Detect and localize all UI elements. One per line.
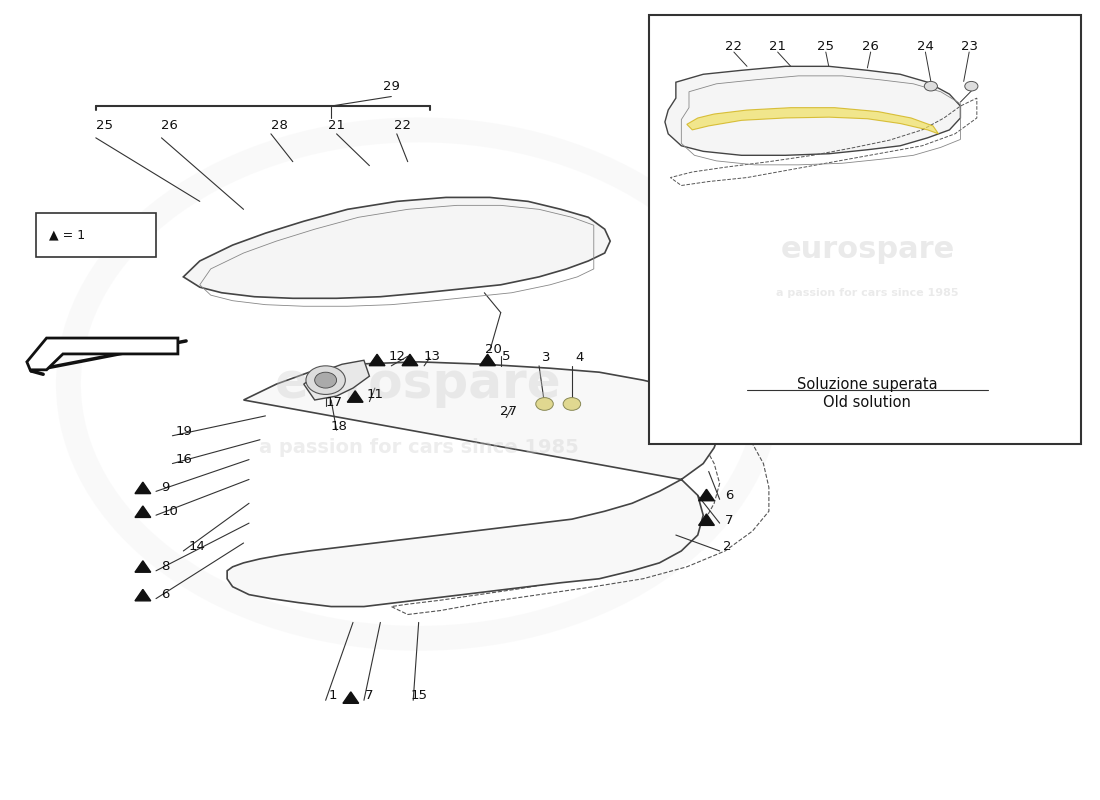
Polygon shape: [135, 482, 151, 494]
Text: a passion for cars since 1985: a passion for cars since 1985: [777, 288, 958, 298]
Text: a passion for cars since 1985: a passion for cars since 1985: [258, 438, 579, 457]
Text: 14: 14: [189, 541, 206, 554]
Circle shape: [563, 398, 581, 410]
Text: 24: 24: [917, 40, 934, 53]
Polygon shape: [402, 354, 418, 366]
Text: 27: 27: [499, 406, 517, 418]
Text: Old solution: Old solution: [824, 395, 911, 410]
Text: 18: 18: [330, 420, 348, 433]
Polygon shape: [135, 590, 151, 601]
Text: 16: 16: [176, 453, 192, 466]
Text: 21: 21: [769, 40, 786, 53]
Text: 28: 28: [271, 119, 288, 133]
Text: 9: 9: [162, 481, 169, 494]
Text: 3: 3: [542, 351, 551, 364]
Text: 6: 6: [162, 588, 169, 601]
Text: 29: 29: [383, 80, 399, 93]
Text: 1: 1: [329, 689, 338, 702]
Polygon shape: [698, 490, 714, 501]
Polygon shape: [343, 692, 359, 703]
Text: 26: 26: [162, 119, 178, 133]
Text: 7: 7: [725, 514, 734, 527]
Text: 4: 4: [575, 351, 584, 364]
Text: 7: 7: [365, 689, 374, 702]
Polygon shape: [348, 390, 363, 402]
FancyBboxPatch shape: [35, 214, 156, 257]
Text: 20: 20: [485, 343, 502, 357]
Text: 17: 17: [326, 396, 342, 409]
Text: ▲ = 1: ▲ = 1: [48, 228, 85, 242]
Circle shape: [315, 372, 337, 388]
Text: 21: 21: [328, 119, 345, 133]
Text: 23: 23: [960, 40, 978, 53]
Text: 5: 5: [502, 350, 510, 363]
Text: eurospare: eurospare: [275, 360, 562, 408]
Text: 6: 6: [725, 489, 734, 502]
Polygon shape: [664, 66, 960, 155]
Text: 25: 25: [96, 119, 113, 133]
Polygon shape: [227, 362, 719, 606]
Text: 13: 13: [424, 350, 440, 363]
Polygon shape: [135, 561, 151, 572]
Text: eurospare: eurospare: [780, 234, 955, 263]
Polygon shape: [184, 198, 610, 298]
Circle shape: [536, 398, 553, 410]
Polygon shape: [480, 354, 495, 366]
Text: 11: 11: [366, 388, 384, 401]
Text: 15: 15: [410, 689, 427, 702]
Text: 12: 12: [388, 350, 405, 363]
Text: 22: 22: [725, 40, 742, 53]
Polygon shape: [135, 506, 151, 518]
Circle shape: [965, 82, 978, 91]
Polygon shape: [370, 354, 385, 366]
Polygon shape: [686, 108, 938, 134]
Polygon shape: [304, 360, 370, 400]
Polygon shape: [698, 514, 714, 526]
Text: 26: 26: [862, 40, 879, 53]
FancyBboxPatch shape: [649, 14, 1081, 444]
Text: 25: 25: [817, 40, 834, 53]
Text: Soluzione superata: Soluzione superata: [798, 377, 937, 392]
Text: 2: 2: [723, 541, 732, 554]
Circle shape: [306, 366, 345, 394]
Text: 19: 19: [176, 426, 192, 438]
Text: 22: 22: [394, 119, 410, 133]
Text: 10: 10: [162, 505, 178, 518]
Polygon shape: [26, 338, 178, 370]
Text: 8: 8: [162, 560, 169, 574]
Circle shape: [924, 82, 937, 91]
